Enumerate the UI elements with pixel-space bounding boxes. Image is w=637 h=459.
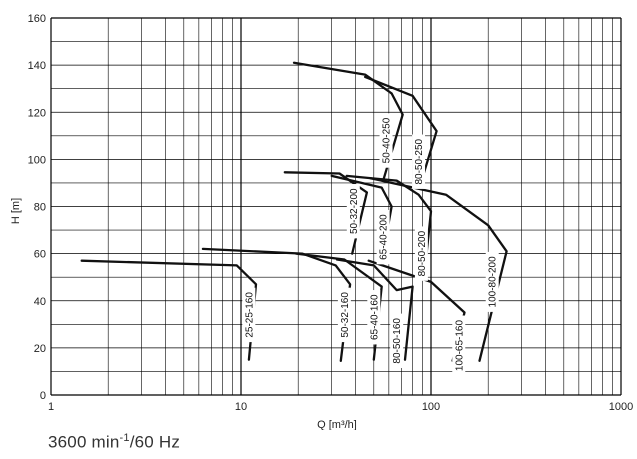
curve-label-bg bbox=[379, 113, 393, 168]
curve-label-bg bbox=[414, 226, 428, 281]
curve-label-bg bbox=[485, 251, 499, 312]
y-tick-label: 0 bbox=[40, 390, 46, 402]
y-tick-label: 20 bbox=[34, 343, 46, 355]
curve-label-bg bbox=[346, 184, 360, 239]
pump-curve-chart: 0 20 40 60 80 100 120 140 160 1 10 100 1000 25-25-1… bbox=[10, 13, 633, 430]
x-axis-title: Q [m³/h] bbox=[317, 419, 357, 430]
curve-label-50-32-160: 50-32-160 bbox=[340, 292, 351, 338]
curve-label-65-40-160: 65-40-160 bbox=[369, 294, 380, 340]
x-tick-label: 100 bbox=[422, 401, 440, 413]
curve-label-bg bbox=[337, 287, 351, 343]
curve-80-50-160 bbox=[335, 258, 414, 361]
footer-exponent: -1 bbox=[119, 432, 130, 444]
footer-speed: 3600 min bbox=[48, 432, 120, 452]
x-tick-label: 10 bbox=[235, 401, 247, 413]
x-axis-ticks: 1 10 100 1000 bbox=[48, 401, 633, 413]
curve-50-40-250 bbox=[292, 61, 404, 182]
y-axis-title: H [m] bbox=[10, 198, 22, 224]
pump-curves bbox=[80, 61, 508, 362]
y-tick-label: 160 bbox=[28, 13, 46, 25]
y-tick-label: 140 bbox=[28, 60, 46, 72]
x-tick-label: 1000 bbox=[609, 401, 633, 413]
curve-label-bg bbox=[412, 134, 426, 189]
y-tick-label: 100 bbox=[28, 154, 46, 166]
x-tick-label: 1 bbox=[48, 401, 54, 413]
curve-label-bg bbox=[376, 209, 390, 265]
curve-label-bg bbox=[242, 287, 256, 343]
y-axis-ticks: 0 20 40 60 80 100 120 140 160 bbox=[28, 13, 46, 402]
curve-label-100-80-200: 100-80-200 bbox=[488, 256, 499, 308]
y-tick-label: 40 bbox=[34, 296, 46, 308]
curve-label-bg bbox=[390, 313, 404, 369]
curve-label-50-40-250: 50-40-250 bbox=[382, 117, 393, 163]
y-tick-label: 80 bbox=[34, 202, 46, 214]
curve-labels: 25-25-160 50-32-160 65-40-160 80-50-160 100-… bbox=[242, 113, 499, 376]
curve-label-80-50-160: 80-50-160 bbox=[392, 318, 403, 364]
curve-25-25-160 bbox=[80, 259, 258, 361]
y-tick-label: 120 bbox=[28, 107, 46, 119]
speed-frequency-note: 3600 min-1/60 Hz bbox=[48, 432, 180, 453]
curve-label-80-50-250: 80-50-250 bbox=[414, 138, 425, 184]
curve-label-bg bbox=[452, 315, 466, 376]
curve-80-50-250 bbox=[363, 75, 438, 189]
curve-label-25-25-160: 25-25-160 bbox=[244, 292, 255, 338]
curve-label-100-65-160: 100-65-160 bbox=[454, 320, 465, 372]
footer-frequency: /60 Hz bbox=[129, 432, 181, 452]
curve-80-50-200 bbox=[345, 174, 433, 279]
curve-label-bg bbox=[367, 290, 381, 345]
curve-label-80-50-200: 80-50-200 bbox=[417, 230, 428, 276]
curve-label-50-32-200: 50-32-200 bbox=[349, 188, 360, 234]
curve-label-65-40-200: 65-40-200 bbox=[379, 214, 390, 260]
chart-grid bbox=[50, 17, 622, 396]
y-tick-label: 60 bbox=[34, 249, 46, 261]
